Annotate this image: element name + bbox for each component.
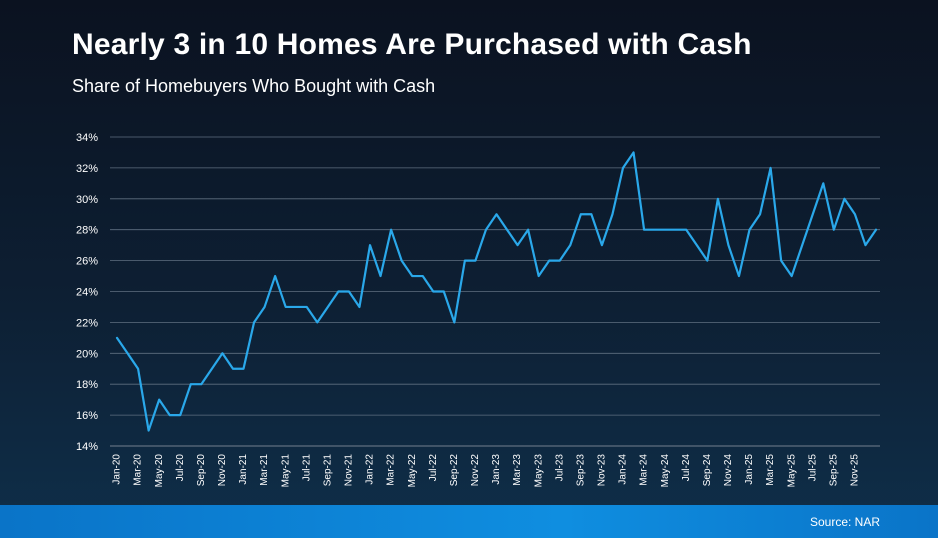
x-tick-label: Jan-20 [112,454,123,485]
y-tick-label: 34% [76,132,98,144]
y-tick-label: 24% [76,287,98,299]
chart-title: Nearly 3 in 10 Homes Are Purchased with … [72,28,752,61]
x-tick-label: Sep-21 [322,454,333,487]
x-tick-label: Jul-25 [807,454,818,482]
x-tick-label: Mar-25 [765,454,776,486]
line-chart: 14% 16% 18% 20% 22% 24% 26% 28% 30% 32% 34% Jan-20 M… [76,132,880,488]
x-tick-label: Sep-20 [196,454,207,487]
x-tick-label: Jul-22 [428,454,439,482]
x-tick-label: Sep-24 [702,454,713,487]
y-tick-label: 20% [76,348,98,360]
y-tick-label: 26% [76,256,98,268]
x-tick-label: Mar-22 [386,454,397,486]
x-tick-label: Jan-22 [365,454,376,485]
x-tick-label: Sep-23 [575,454,586,487]
source-label: Source: NAR [809,515,880,529]
x-tick-label: Jul-20 [175,454,186,482]
y-tick-label: 22% [76,317,98,329]
x-tick-label: Nov-24 [723,454,734,487]
x-tick-label: Jul-24 [681,454,692,482]
x-tick-label: May-25 [786,454,797,488]
x-tick-label: Jul-21 [301,454,312,482]
y-tick-label: 32% [76,163,98,175]
x-tick-label: Sep-22 [449,454,460,487]
series-line [115,151,878,432]
x-tick-label: Jul-23 [554,454,565,482]
x-tick-label: Mar-20 [133,454,144,486]
y-tick-label: 28% [76,225,98,237]
x-tick-label: May-23 [533,454,544,488]
x-tick-label: Jan-25 [744,454,755,485]
x-tick-label: Mar-24 [639,454,650,486]
x-tick-label: May-24 [660,454,671,488]
y-tick-label: 16% [76,410,98,422]
y-tick-label: 18% [76,379,98,391]
x-tick-label: Jan-21 [238,454,249,485]
x-tick-label: Nov-20 [217,454,228,487]
x-tick-label: Nov-25 [850,454,861,487]
y-tick-label: 14% [76,441,98,453]
chart-subtitle: Share of Homebuyers Who Bought with Cash [72,76,436,96]
x-tick-label: May-20 [154,454,165,488]
footer-bar: Source: NAR [0,505,938,538]
x-tick-label: Mar-21 [259,454,270,486]
x-tick-label: Jan-23 [491,454,502,485]
x-tick-label: Nov-21 [344,454,355,487]
x-tick-label: Jan-24 [618,454,629,485]
x-tick-label: Sep-25 [828,454,839,487]
x-tick-label: Nov-22 [470,454,481,487]
x-tick-label: Nov-23 [597,454,608,487]
x-tick-label: May-22 [407,454,418,488]
x-tick-label: May-21 [280,454,291,488]
x-tick-label: Mar-23 [512,454,523,486]
y-tick-label: 30% [76,194,98,206]
